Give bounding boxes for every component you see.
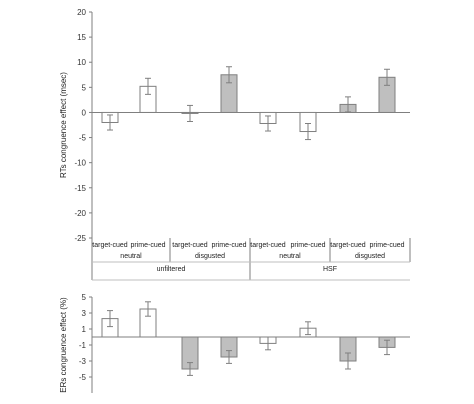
top-y-tick-label: 0 (82, 108, 87, 117)
bottom-y-tick-label: 1 (82, 325, 87, 334)
category-label: prime-cued (369, 242, 404, 249)
emotion-group-label: neutral (279, 253, 301, 260)
top-y-tick-label: -20 (74, 209, 86, 218)
filter-group-label: HSF (323, 266, 337, 273)
top-y-tick-label: -25 (74, 234, 86, 243)
bottom-y-tick-label: -5 (79, 373, 87, 382)
category-label: target-cued (92, 242, 128, 249)
bottom-y-axis-label: ERs congruence effect (%) (59, 297, 68, 393)
bottom-y-tick-label: 5 (82, 293, 87, 302)
category-label: target-cued (330, 242, 366, 249)
emotion-group-label: neutral (120, 253, 142, 260)
top-y-tick-label: -15 (74, 184, 86, 193)
top-y-tick-label: -5 (79, 134, 87, 143)
bottom-y-tick-label: 3 (82, 309, 87, 318)
top-y-tick-label: 10 (77, 58, 86, 67)
bottom-y-tick-label: -1 (79, 341, 87, 350)
category-label: target-cued (172, 242, 208, 249)
top-y-tick-label: 15 (77, 33, 86, 42)
top-y-axis-label: RTs congruence effect (msec) (59, 72, 68, 178)
emotion-group-label: disgusted (195, 253, 225, 260)
filter-group-label: unfiltered (157, 266, 186, 273)
category-label: prime-cued (211, 242, 246, 249)
category-label: prime-cued (290, 242, 325, 249)
bottom-y-tick-label: -3 (79, 357, 87, 366)
top-y-tick-label: 5 (82, 83, 87, 92)
top-y-tick-label: -10 (74, 159, 86, 168)
emotion-group-label: disgusted (355, 253, 385, 260)
category-label: prime-cued (130, 242, 165, 249)
category-label: target-cued (250, 242, 286, 249)
top-y-tick-label: 20 (77, 8, 86, 17)
